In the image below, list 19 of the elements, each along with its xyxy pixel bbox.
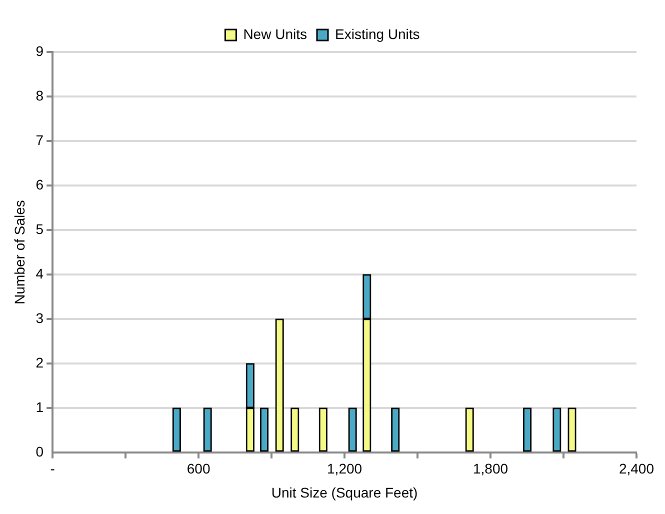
y-tick-label: 3 bbox=[36, 310, 44, 326]
y-tick-label: 7 bbox=[36, 132, 44, 148]
y-tick-label: 6 bbox=[36, 176, 44, 192]
x-tick-label: - bbox=[50, 460, 56, 477]
y-tick-label: 8 bbox=[36, 87, 44, 104]
x-tick-label: 1,800 bbox=[472, 460, 508, 477]
y-tick-label: 4 bbox=[36, 265, 44, 282]
x-tick-label: 2,400 bbox=[618, 460, 654, 477]
legend-label: New Units bbox=[243, 26, 307, 42]
legend-label: Existing Units bbox=[334, 26, 420, 42]
x-tick-label: 600 bbox=[186, 460, 210, 477]
x-axis-title: Unit Size (Square Feet) bbox=[271, 484, 418, 500]
y-tick-label: 0 bbox=[36, 443, 44, 460]
x-tick-label: 1,200 bbox=[327, 460, 362, 477]
y-tick-label: 5 bbox=[36, 220, 44, 237]
y-axis-title: Number of Sales bbox=[11, 200, 28, 304]
y-tick-label: 9 bbox=[36, 42, 44, 59]
y-tick-label: 1 bbox=[36, 398, 44, 415]
y-tick-label: 2 bbox=[36, 354, 44, 370]
